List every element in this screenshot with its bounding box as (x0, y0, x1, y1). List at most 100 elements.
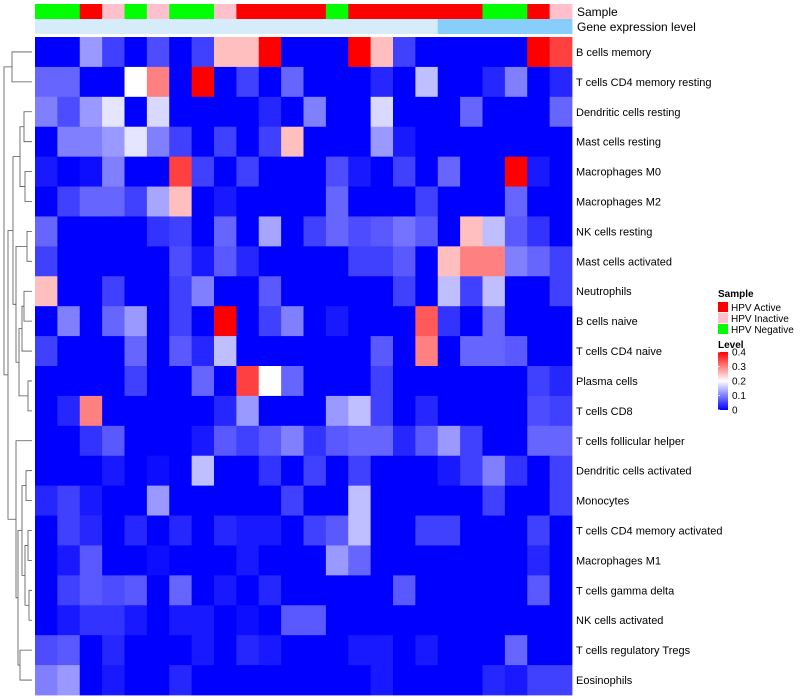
heatmap-cell (169, 515, 193, 546)
dendrogram-branch (25, 470, 32, 501)
heatmap-cell (281, 306, 304, 337)
heatmap-cell (325, 96, 349, 128)
heatmap-cell (146, 455, 170, 487)
heatmap-cell (146, 485, 170, 516)
heatmap-cell (504, 605, 528, 636)
heatmap-cell (348, 156, 372, 187)
annotation-cell (482, 4, 506, 19)
heatmap-cell (370, 186, 394, 217)
heatmap-cell (214, 186, 237, 217)
heatmap-cell (146, 96, 170, 128)
heatmap-cell (437, 96, 461, 128)
heatmap-cell (527, 276, 551, 307)
heatmap-cell (393, 425, 416, 457)
heatmap-cell (348, 306, 372, 337)
heatmap-cell (460, 485, 483, 516)
annotation-cell (325, 4, 349, 19)
heatmap-cell (236, 395, 260, 427)
heatmap-cell (415, 246, 439, 277)
annotation-cell (169, 19, 193, 34)
heatmap-cell (281, 156, 304, 187)
heatmap-cell (460, 336, 483, 367)
heatmap-cell (437, 455, 461, 487)
annotation-cell (437, 4, 461, 19)
annotation-cell (146, 4, 170, 19)
heatmap-cell (303, 395, 327, 427)
heatmap-cell (348, 635, 372, 666)
heatmap-cell (169, 216, 193, 247)
heatmap-cell (258, 306, 282, 337)
dendrogram-branch (23, 111, 32, 143)
heatmap-cell (437, 665, 461, 696)
heatmap-cell (393, 306, 416, 337)
heatmap-cell (348, 96, 372, 128)
row-label: Plasma cells (576, 376, 638, 388)
heatmap-cell (549, 455, 573, 487)
heatmap-cell (527, 66, 551, 98)
heatmap-cell (57, 635, 81, 666)
heatmap-cell (236, 96, 260, 128)
heatmap-cell (102, 126, 125, 158)
heatmap-cell (169, 605, 193, 636)
heatmap-cell (325, 216, 349, 247)
heatmap-cell (57, 186, 81, 217)
heatmap-cell (370, 126, 394, 158)
heatmap-cell (281, 455, 304, 487)
heatmap-cell (79, 665, 103, 696)
annotation-cell (482, 19, 506, 34)
heatmap-cell (124, 37, 148, 68)
heatmap-cell (303, 276, 327, 307)
heatmap-cell (236, 605, 260, 636)
heatmap-cell (370, 37, 394, 68)
heatmap-cell (236, 126, 260, 158)
heatmap-cell (214, 425, 237, 457)
heatmap-cell (549, 515, 573, 546)
heatmap-cell (325, 605, 349, 636)
heatmap-cell (236, 545, 260, 576)
heatmap-cell (393, 605, 416, 636)
heatmap-cell (393, 485, 416, 516)
heatmap-cell (169, 455, 193, 487)
row-label: Neutrophils (576, 286, 632, 298)
annotation-cell (236, 4, 260, 19)
heatmap-cell (35, 276, 58, 307)
heatmap-cell (549, 545, 573, 576)
heatmap-cell (146, 545, 170, 576)
heatmap-cell (79, 216, 103, 247)
heatmap-cell (527, 485, 551, 516)
heatmap-cell (482, 156, 506, 187)
heatmap-cell (214, 455, 237, 487)
legend-sample-label: HPV Inactive (731, 314, 789, 325)
annotation-cell (504, 4, 528, 19)
heatmap-cell (527, 216, 551, 247)
heatmap-cell (102, 635, 125, 666)
heatmap-cell (348, 485, 372, 516)
heatmap-cell (57, 665, 81, 696)
heatmap-cell (303, 306, 327, 337)
heatmap-cell (482, 665, 506, 696)
heatmap-cell (258, 635, 282, 666)
heatmap-cell (191, 366, 215, 397)
heatmap-cell (258, 96, 282, 128)
heatmap-cell (482, 635, 506, 666)
heatmap-cell (482, 37, 506, 68)
heatmap-cell (191, 425, 215, 457)
annotation-cell (214, 19, 237, 34)
heatmap-cell (57, 455, 81, 487)
heatmap-cell (102, 665, 125, 696)
heatmap-cell (79, 126, 103, 158)
heatmap-cell (191, 186, 215, 217)
heatmap-cell (415, 575, 439, 606)
heatmap-cell (169, 336, 193, 367)
heatmap-cell (124, 276, 148, 307)
heatmap-cell (191, 246, 215, 277)
heatmap-cell (236, 276, 260, 307)
heatmap-cell (527, 665, 551, 696)
heatmap-cell (482, 575, 506, 606)
heatmap-cell (393, 455, 416, 487)
dendrogram-branch (18, 328, 28, 397)
row-label: Mast cells activated (576, 256, 672, 268)
heatmap-cell (79, 276, 103, 307)
heatmap-cell (549, 425, 573, 457)
heatmap-cell (102, 96, 125, 128)
